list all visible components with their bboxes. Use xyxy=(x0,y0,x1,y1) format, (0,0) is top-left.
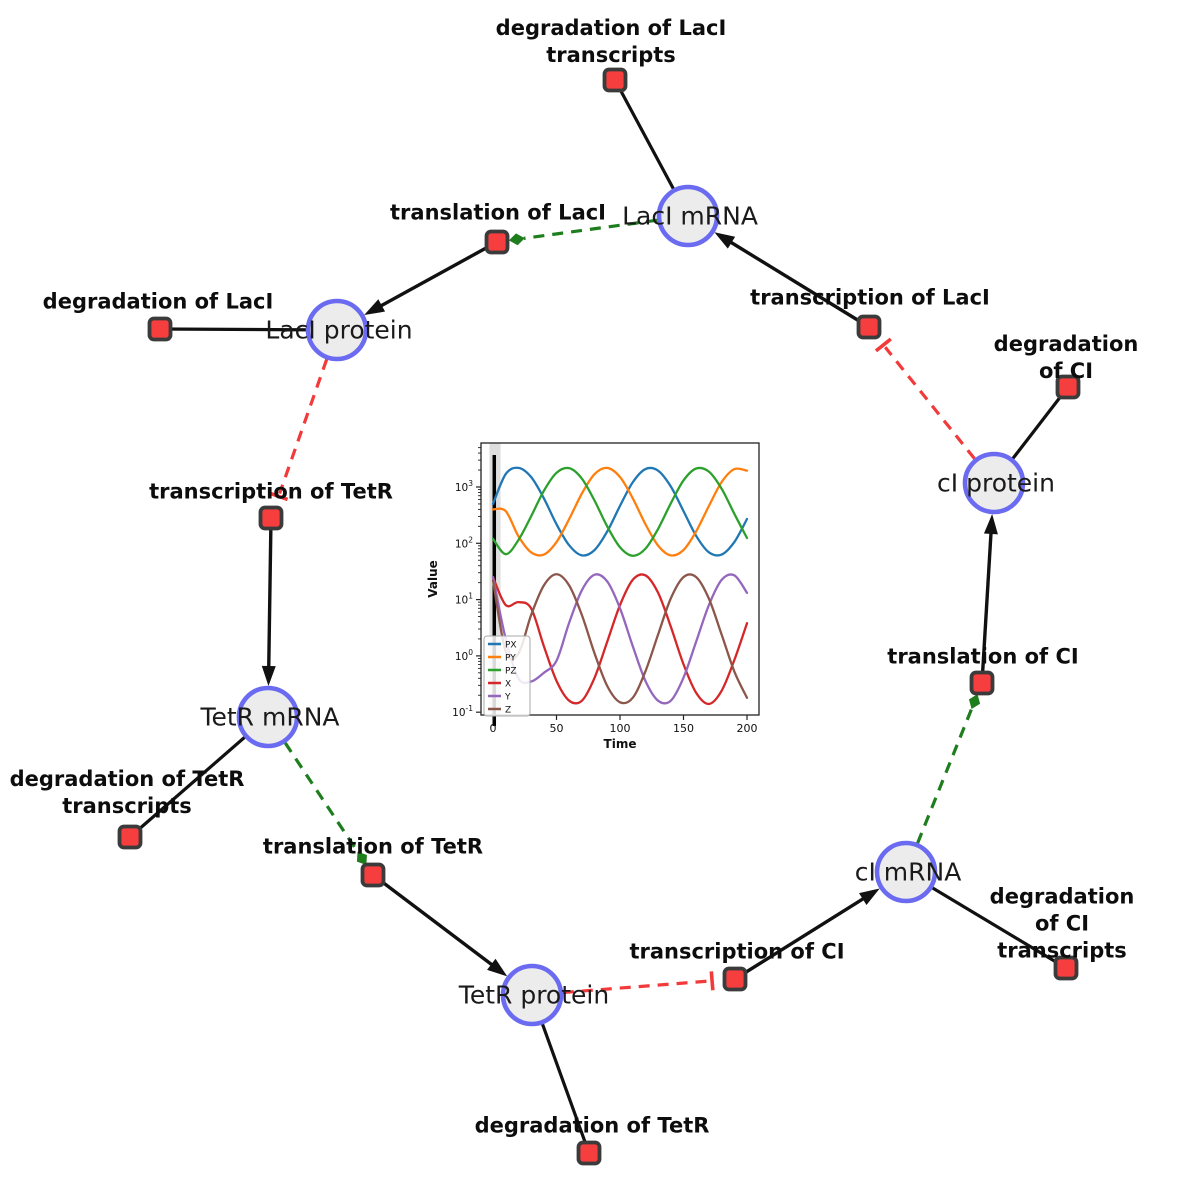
svg-text:0: 0 xyxy=(490,722,497,735)
arrowhead-icon xyxy=(261,665,276,687)
process-node-transcription-laci[interactable] xyxy=(856,314,882,340)
legend-entry-Y: Y xyxy=(504,693,511,703)
process-node-deg-ci-transcripts[interactable] xyxy=(1053,955,1079,981)
activation-arrowhead-icon xyxy=(508,233,525,246)
species-node-tetr-mrna[interactable] xyxy=(236,685,300,749)
arrowhead-icon xyxy=(364,299,386,316)
series-line-Z xyxy=(491,573,749,705)
chart-legend: PX PY PZ XYZ xyxy=(483,635,531,717)
timeseries-inset-chart: 0 50 100 150 20010310210110010-1TimeValuePXP… xyxy=(426,442,760,751)
activation-arrowhead-icon xyxy=(356,851,367,866)
svg-text:100: 100 xyxy=(610,722,631,735)
process-node-deg-tetr[interactable] xyxy=(576,1140,602,1166)
process-node-translation-tetr[interactable] xyxy=(360,862,386,888)
arrowhead-icon xyxy=(983,513,998,535)
svg-text:101: 101 xyxy=(455,592,473,607)
edge-laci-mrna-to-translation-laci xyxy=(523,218,658,240)
svg-text:100: 100 xyxy=(455,648,473,663)
svg-text:102: 102 xyxy=(455,535,473,550)
legend-entry-PZ: PZ xyxy=(505,667,517,677)
arrowhead-icon xyxy=(859,888,880,905)
svg-text:150: 150 xyxy=(673,722,694,735)
svg-text:10-1: 10-1 xyxy=(452,704,473,719)
series-line-X xyxy=(491,573,749,706)
series-line-PY xyxy=(491,466,749,557)
edge-translation-ci-to-ci-protein xyxy=(980,526,994,684)
edges-layer xyxy=(128,79,1070,1154)
svg-text:200: 200 xyxy=(737,722,758,735)
process-node-deg-laci[interactable] xyxy=(147,316,173,342)
edge-ci-mrna-to-translation-ci xyxy=(916,707,974,844)
species-node-tetr-protein[interactable] xyxy=(500,963,564,1027)
inhibition-tee-icon xyxy=(709,971,715,991)
process-node-transcription-ci[interactable] xyxy=(722,966,748,992)
process-node-deg-tetr-transcripts[interactable] xyxy=(117,824,143,850)
chart-xlabel: Time xyxy=(604,737,637,751)
nodes-layer xyxy=(117,67,1081,1166)
legend-entry-PX: PX xyxy=(505,641,517,651)
inhibition-tee-icon xyxy=(269,491,289,502)
legend-entry-Z: Z xyxy=(505,706,511,716)
species-node-laci-mrna[interactable] xyxy=(656,184,720,248)
species-node-ci-protein[interactable] xyxy=(962,451,1026,515)
edge-ci-protein-to-transcription-laci xyxy=(884,346,976,460)
legend-entry-X: X xyxy=(505,680,511,690)
arrowhead-icon xyxy=(487,958,508,977)
edge-laci-protein-to-transcription-tetr xyxy=(278,358,329,494)
edge-transcription-tetr-to-tetr-mrna xyxy=(266,517,273,674)
edge-translation-tetr-to-tetr-protein xyxy=(371,873,498,970)
arrowhead-icon xyxy=(714,232,736,249)
process-node-translation-laci[interactable] xyxy=(484,229,510,255)
svg-text:103: 103 xyxy=(455,479,473,494)
edge-transcription-ci-to-ci-mrna xyxy=(734,893,870,981)
process-node-translation-ci[interactable] xyxy=(969,670,995,696)
svg-text:50: 50 xyxy=(550,722,564,735)
legend-entry-PY: PY xyxy=(505,654,516,664)
species-node-laci-protein[interactable] xyxy=(305,298,369,362)
process-node-transcription-tetr[interactable] xyxy=(258,505,284,531)
series-line-PZ xyxy=(491,466,749,557)
edge-translation-laci-to-laci-protein xyxy=(374,240,498,311)
series-line-PX xyxy=(491,466,749,557)
chart-ylabel: Value xyxy=(426,560,440,598)
process-node-deg-ci[interactable] xyxy=(1055,374,1081,400)
process-node-deg-laci-transcripts[interactable] xyxy=(602,67,628,93)
activation-arrowhead-icon xyxy=(968,694,981,709)
edge-transcription-laci-to-laci-mrna xyxy=(724,237,870,329)
series-line-Y xyxy=(491,573,749,705)
inhibition-tee-icon xyxy=(874,337,892,353)
edge-tetr-protein-to-transcription-ci xyxy=(562,979,710,995)
species-node-ci-mrna[interactable] xyxy=(874,840,938,904)
edge-tetr-mrna-to-translation-tetr xyxy=(283,741,360,854)
